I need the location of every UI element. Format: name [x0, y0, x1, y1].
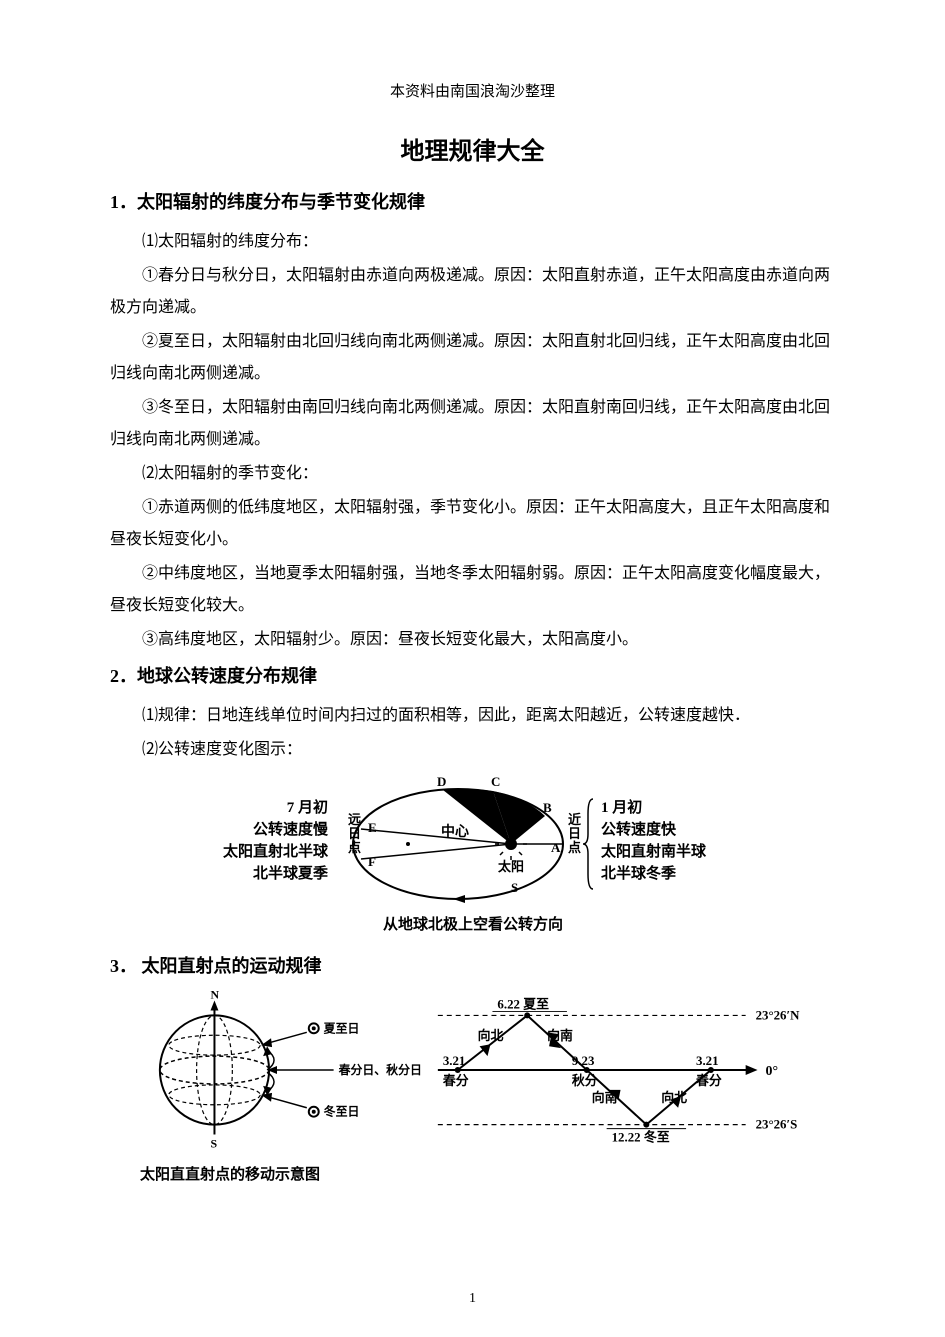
section1-title: 1．太阳辐射的纬度分布与季节变化规律 [110, 188, 835, 214]
lat-s: 23°26′S [756, 1118, 798, 1132]
pt-B: B [543, 800, 552, 815]
sun-label: 太阳 [497, 859, 524, 874]
orbit-right-label-2: 太阳直射南半球 [601, 842, 707, 860]
wave-spring-label: 春分 [442, 1073, 469, 1088]
section2-title: 2．地球公转速度分布规律 [110, 662, 835, 688]
section1-p4: ①赤道两侧的低纬度地区，太阳辐射强，季节变化小。原因：正午太阳高度大，且正午太阳… [110, 492, 835, 556]
wave-north2: 向北 [661, 1090, 687, 1105]
lat-n: 23°26′N [756, 1008, 801, 1022]
globe-icon: N S [160, 990, 269, 1150]
section1-p2: ②夏至日，太阳辐射由北回归线向南北两侧递减。原因：太阳直射北回归线，正午太阳高度… [110, 326, 835, 390]
perihelion-label: 近日点 [568, 812, 581, 855]
main-title: 地理规律大全 [110, 131, 835, 166]
orbit-left-label-0: 7 月初 [286, 798, 327, 816]
wave-south2: 向南 [592, 1090, 618, 1105]
orbit-right-label-0: 1 月初 [601, 798, 642, 816]
orbit-caption: 从地球北极上空看公转方向 [382, 915, 562, 933]
section2-p1: ⑴规律：日地连线单位时间内扫过的面积相等，因此，距离太阳越近，公转速度越快． [110, 700, 835, 732]
lat-0: 0° [766, 1064, 779, 1079]
sphere-winter: 冬至日 [324, 1105, 360, 1119]
section1-p3: ③冬至日，太阳辐射由南回归线向南北两侧递减。原因：太阳直射南回归线，正午太阳高度… [110, 392, 835, 456]
pt-S: S [511, 880, 518, 895]
pt-F: F [368, 854, 376, 869]
wave-spring2-label: 春分 [695, 1073, 722, 1088]
section3-title: 3． 太阳直射点的运动规律 [110, 952, 835, 978]
wave-summer-date: 6.22 夏至 [497, 997, 549, 1011]
pt-E: E [368, 820, 377, 835]
aphelion-label: 远日点 [348, 812, 361, 855]
section1-p6: ③高纬度地区，太阳辐射少。原因：昼夜长短变化最大，太阳高度小。 [110, 624, 835, 656]
orbit-left-label-3: 北半球夏季 [252, 864, 327, 882]
orbit-diagram: 7 月初 公转速度慢 太阳直射北半球 北半球夏季 1 月初 公转速度快 太阳直射… [110, 774, 835, 944]
section1-p1: ①春分日与秋分日，太阳辐射由赤道向两极递减。原因：太阳直射赤道，正午太阳高度由赤… [110, 260, 835, 324]
orbit-left-label-2: 太阳直射北半球 [222, 842, 328, 860]
header-note: 本资料由南国浪淘沙整理 [110, 80, 835, 101]
wave-south1: 向南 [547, 1028, 573, 1043]
section1-sub2: ⑵太阳辐射的季节变化： [110, 458, 835, 490]
wave-autumn-label: 秋分 [572, 1073, 598, 1088]
pt-D: D [437, 774, 446, 789]
page-number: 1 [0, 1291, 945, 1307]
wave-autumn-date: 9.23 [572, 1054, 595, 1068]
pt-A: A [551, 840, 561, 855]
section1-sub1: ⑴太阳辐射的纬度分布： [110, 226, 835, 258]
globe-S: S [210, 1136, 217, 1150]
wave-north1: 向北 [478, 1028, 504, 1043]
globe-N: N [210, 990, 219, 1002]
pt-C: C [491, 774, 500, 789]
orbit-right-label-1: 公转速度快 [601, 820, 677, 838]
orbit-right-label-3: 北半球冬季 [601, 864, 676, 882]
sphere-equinox: 春分日、秋分日 [338, 1063, 422, 1077]
section3-caption: 太阳直直射点的移动示意图 [110, 1163, 835, 1184]
wave-spring-date: 3.21 [443, 1054, 466, 1068]
sphere-summer: 夏至日 [324, 1021, 360, 1035]
section2-p2: ⑵公转速度变化图示： [110, 734, 835, 766]
wave-diagram: 23°26′N 0° 23°26′S 6.22 夏至 向北 向南 [438, 997, 800, 1144]
wave-winter-date: 12.22 冬至 [612, 1130, 670, 1145]
subsolar-diagram: N S 夏至日 春分日、秋分日 冬至日 [140, 990, 835, 1155]
wave-spring2-date: 3.21 [696, 1054, 719, 1068]
section1-p5: ②中纬度地区，当地夏季太阳辐射强，当地冬季太阳辐射弱。原因：正午太阳高度变化幅度… [110, 558, 835, 622]
orbit-left-label-1: 公转速度慢 [252, 820, 328, 838]
